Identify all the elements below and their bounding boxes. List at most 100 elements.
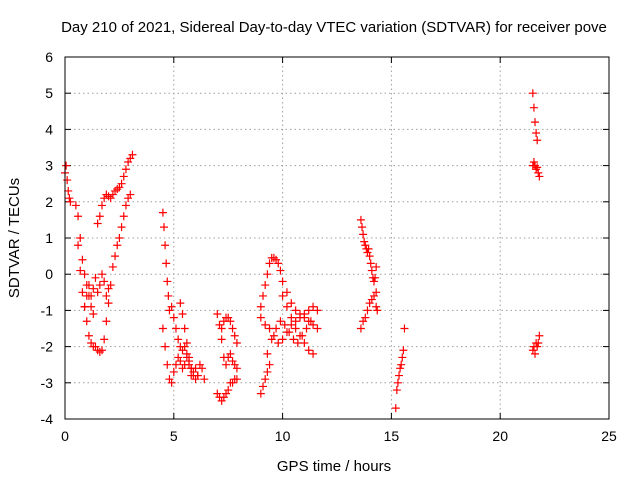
data-point <box>78 288 87 297</box>
chart-title: Day 210 of 2021, Sidereal Day-to-day VTE… <box>61 19 607 36</box>
data-point <box>226 349 235 358</box>
data-point <box>121 165 130 174</box>
data-point <box>276 317 285 326</box>
data-point <box>113 241 122 250</box>
data-point <box>160 223 169 232</box>
data-point <box>95 348 104 357</box>
data-point <box>195 360 204 369</box>
data-point <box>115 183 124 192</box>
series-arc-19 <box>356 288 381 333</box>
data-point <box>361 313 370 322</box>
data-point <box>533 342 542 351</box>
data-point <box>232 364 241 373</box>
data-point <box>367 266 376 275</box>
y-tick-labels: -4 -3 -2 -1 0 1 2 3 4 5 6 <box>41 49 54 427</box>
data-point <box>259 291 268 300</box>
data-point <box>304 306 313 315</box>
data-point <box>167 378 176 387</box>
data-point <box>364 244 373 253</box>
data-point <box>97 346 106 355</box>
data-point <box>372 288 381 297</box>
data-point <box>356 215 365 224</box>
x-tick-label: 5 <box>170 428 178 444</box>
y-tick-label: -3 <box>41 375 54 391</box>
data-point <box>165 375 174 384</box>
series-arc-22 <box>528 89 542 145</box>
data-point <box>182 338 191 347</box>
data-point <box>117 179 126 188</box>
data-point <box>82 281 91 290</box>
data-point <box>74 241 83 250</box>
data-point <box>535 172 544 181</box>
data-point <box>102 317 111 326</box>
data-point <box>217 324 226 333</box>
data-point <box>108 190 117 199</box>
data-point <box>108 262 117 271</box>
data-point <box>111 186 120 195</box>
data-point <box>213 389 222 398</box>
data-point <box>300 310 309 319</box>
data-point <box>399 346 408 355</box>
data-point <box>126 154 135 163</box>
series-arc-5 <box>93 150 137 228</box>
data-point <box>124 194 133 203</box>
data-point <box>100 335 109 344</box>
data-point <box>269 331 278 340</box>
data-points <box>61 89 544 413</box>
data-point <box>115 234 124 242</box>
data-point <box>121 201 130 210</box>
data-point <box>117 223 126 232</box>
data-point <box>87 338 96 347</box>
data-point <box>93 219 102 228</box>
data-point <box>76 266 85 275</box>
data-point <box>398 353 407 362</box>
data-point <box>74 212 83 221</box>
data-point <box>276 266 285 275</box>
data-point <box>174 353 183 362</box>
data-point <box>363 306 372 315</box>
y-axis-label: SDTVAR / TECUs <box>6 178 23 298</box>
data-point <box>309 320 318 329</box>
data-point <box>89 284 98 293</box>
data-point <box>359 230 368 239</box>
data-point <box>158 324 167 333</box>
data-point <box>306 317 315 326</box>
series-arc-21 <box>391 324 409 413</box>
data-point <box>128 150 137 159</box>
data-point <box>91 273 100 282</box>
data-point <box>267 335 276 344</box>
data-point <box>185 353 194 362</box>
data-point <box>535 331 544 340</box>
data-point <box>217 335 226 344</box>
data-point <box>263 367 272 376</box>
y-tick-label: -1 <box>41 302 54 318</box>
data-point <box>71 201 80 210</box>
data-point <box>278 291 287 300</box>
data-point <box>528 346 537 355</box>
data-point <box>529 103 538 112</box>
data-point <box>178 346 187 355</box>
data-point <box>274 259 283 268</box>
data-point <box>162 259 171 268</box>
data-point <box>200 375 209 384</box>
data-point <box>224 313 233 322</box>
data-point <box>97 201 106 210</box>
data-point <box>291 317 300 326</box>
data-point <box>367 295 376 304</box>
data-point <box>365 299 374 308</box>
y-tick-label: -4 <box>41 411 54 427</box>
data-point <box>256 302 265 311</box>
y-tick-label: 0 <box>45 266 53 282</box>
data-point <box>176 357 185 366</box>
data-point <box>163 360 172 369</box>
series-arc-13 <box>256 360 274 398</box>
series-arc-24 <box>528 331 544 358</box>
data-point <box>313 306 322 315</box>
data-point <box>533 136 542 145</box>
data-point <box>222 389 231 398</box>
data-point <box>296 313 305 322</box>
data-point <box>282 302 291 311</box>
data-point <box>80 270 89 279</box>
data-point <box>64 186 73 195</box>
